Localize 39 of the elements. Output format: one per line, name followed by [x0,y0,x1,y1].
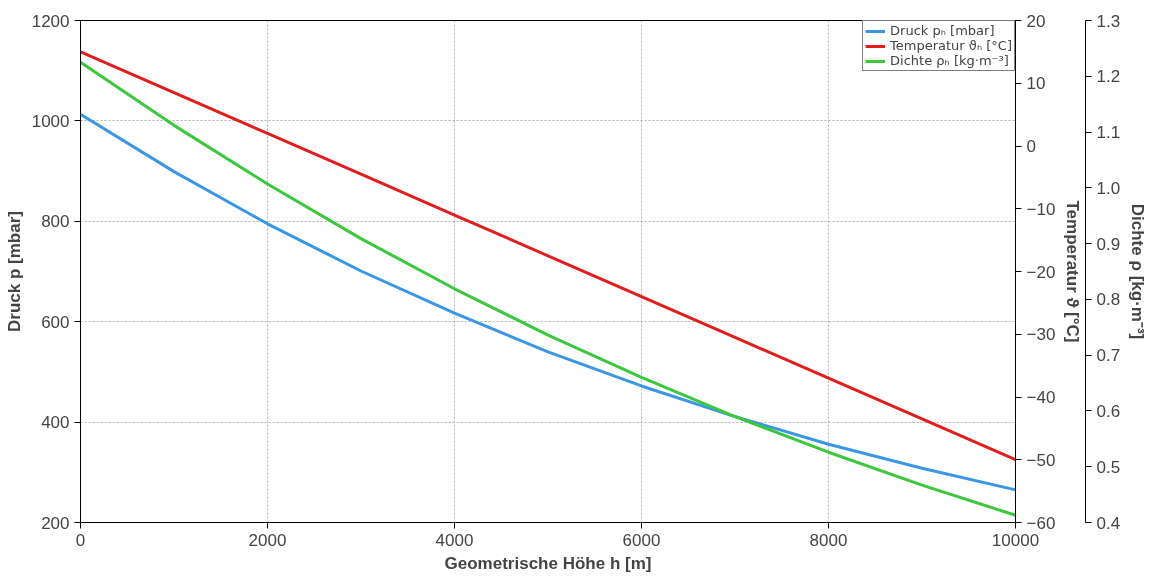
y2-tick-label: −60 [1026,513,1056,533]
y2-tick-label: −20 [1026,262,1056,282]
y-axis-title: Druck p [mbar] [4,211,24,332]
y3-tick-label: 0.8 [1096,290,1121,310]
y-tick-label: 800 [41,212,70,232]
x-tick-label: 4000 [435,530,474,550]
legend-label: Druck pₕ [mbar] [890,23,995,38]
y3-tick-label: 1.0 [1096,178,1121,198]
y-tick-label: 1200 [31,11,70,31]
x-tick-label: 10000 [991,530,1040,550]
y2-tick-label: −30 [1026,325,1056,345]
y2-tick-label: −40 [1026,388,1056,407]
y2-tick-label: 0 [1026,137,1036,156]
legend-label: Temperatur ϑₕ [°C] [890,38,1012,53]
y2-tick-label: 20 [1026,11,1046,31]
x-tick-label: 8000 [809,530,848,550]
y3-tick-label: 1.3 [1096,11,1121,31]
y2-tick-label: 10 [1026,74,1046,94]
x-axis-title: Geometrische Höhe h [m] [444,553,652,573]
y-tick-label: 200 [41,513,70,533]
y-tick-label: 400 [41,413,70,433]
y3-tick-label: 0.7 [1096,346,1121,366]
x-tick-label: 2000 [248,530,287,550]
x-tick-label: 6000 [622,530,661,550]
y3-tick-label: 0.6 [1096,401,1121,421]
legend-label: Dichte ρₕ [kg·m⁻³] [890,53,1009,68]
y3-axis-title: Dichte ρ [kg·m⁻³] [1128,203,1148,340]
x-tick-label: 0 [75,530,86,550]
y3-tick-label: 0.5 [1096,457,1121,477]
y-tick-label: 1000 [31,111,70,131]
y3-tick-label: 1.1 [1096,123,1121,143]
y2-tick-label: −10 [1026,199,1056,219]
y3-tick-label: 0.4 [1096,513,1121,533]
y3-tick-label: 0.9 [1096,234,1121,254]
y-tick-label: 600 [41,312,70,332]
y2-tick-label: −50 [1026,450,1056,470]
line-series [80,112,1016,492]
y3-tick-label: 1.2 [1096,67,1121,87]
y2-axis-title: Temperatur ϑ [°C] [1063,200,1083,343]
